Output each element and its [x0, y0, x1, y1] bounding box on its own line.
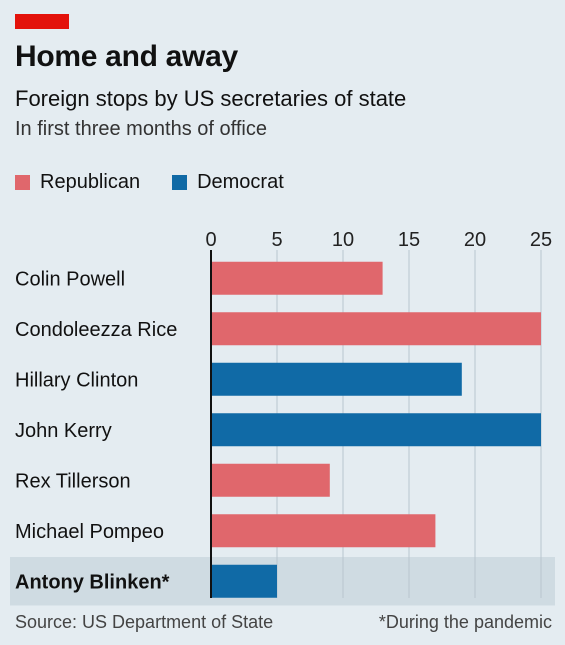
- legend-item-democrat: Democrat: [172, 171, 284, 194]
- category-label: Hillary Clinton: [15, 369, 138, 391]
- category-label: Colin Powell: [15, 268, 125, 290]
- footnote: *During the pandemic: [378, 612, 552, 632]
- legend-item-republican: Republican: [15, 171, 140, 194]
- brand-tag: [15, 14, 69, 29]
- legend: Republican Democrat: [15, 171, 316, 194]
- category-label: Condoleezza Rice: [15, 319, 177, 341]
- category-label: Antony Blinken*: [15, 571, 170, 593]
- bar: [211, 514, 436, 548]
- category-label: John Kerry: [15, 420, 112, 442]
- bar: [211, 463, 330, 497]
- x-tick-label: 25: [530, 229, 552, 251]
- x-tick-label: 5: [271, 229, 282, 251]
- source-note: Source: US Department of State: [15, 612, 274, 632]
- x-tick-label: 0: [205, 229, 216, 251]
- x-tick-label: 15: [398, 229, 420, 251]
- bar: [211, 312, 541, 346]
- chart-subtitle: Foreign stops by US secretaries of state: [15, 86, 407, 111]
- chart-title: Home and away: [15, 40, 238, 73]
- chart-subsubtitle: In first three months of office: [15, 118, 267, 140]
- highlight-row: [10, 557, 555, 606]
- bar: [211, 564, 277, 598]
- legend-label-republican: Republican: [40, 171, 141, 193]
- x-tick-label: 10: [332, 229, 354, 251]
- category-label: Rex Tillerson: [15, 470, 131, 492]
- legend-swatch-democrat: [172, 175, 188, 190]
- x-tick-label: 20: [464, 229, 486, 251]
- bar: [211, 362, 462, 396]
- bar: [211, 413, 541, 447]
- legend-swatch-republican: [15, 175, 30, 190]
- legend-label-democrat: Democrat: [197, 171, 284, 193]
- bar: [211, 261, 383, 295]
- category-label: Michael Pompeo: [15, 521, 164, 543]
